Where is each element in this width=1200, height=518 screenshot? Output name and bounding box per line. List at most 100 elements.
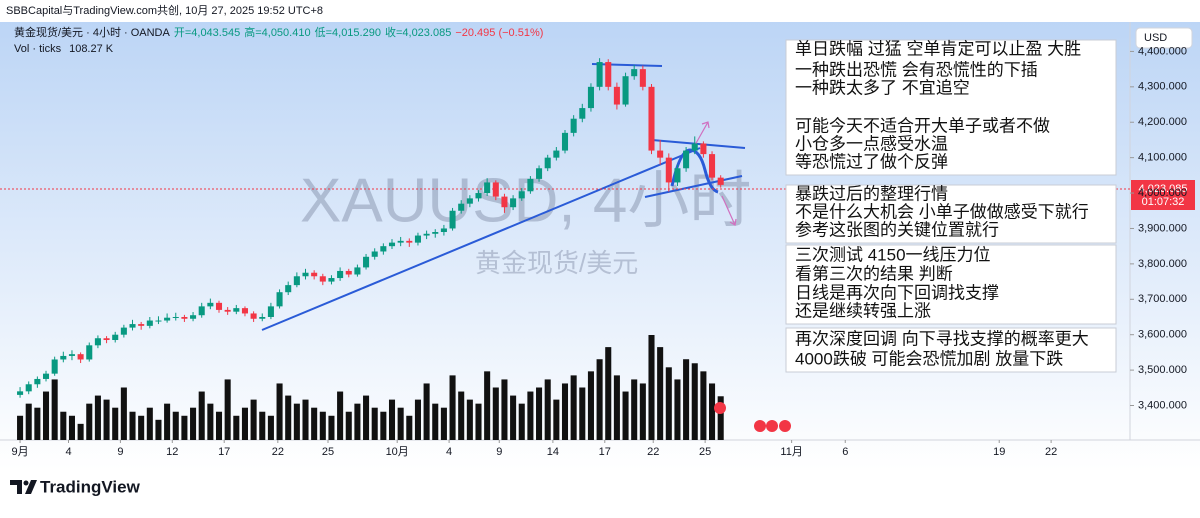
- annotation-box: [785, 327, 1117, 373]
- volume-bar: [311, 407, 318, 440]
- candle-body: [380, 246, 387, 252]
- y-tick-label: 3,400.000: [1138, 399, 1187, 411]
- volume-bar: [657, 347, 664, 440]
- candle-body: [596, 62, 603, 87]
- x-tick-label: 14: [547, 446, 559, 458]
- candle-body: [34, 378, 41, 385]
- y-tick-label: 3,900.000: [1138, 222, 1187, 234]
- candle-body: [363, 256, 370, 268]
- volume-bar: [371, 407, 378, 440]
- candle-body: [717, 177, 724, 185]
- candle-body: [605, 62, 612, 87]
- candle-body: [190, 315, 197, 319]
- volume-bar: [527, 391, 534, 440]
- x-tick-label: 10月: [386, 446, 409, 458]
- candle-body: [319, 276, 326, 282]
- candle-body: [120, 327, 127, 335]
- candle-body: [345, 270, 352, 275]
- candle-body: [648, 86, 655, 151]
- annotation-text: 小仓多一点感受水温: [795, 134, 948, 153]
- volume-bar: [146, 407, 153, 440]
- candle-body: [233, 308, 240, 312]
- volume-bar: [259, 411, 266, 440]
- volume-bar: [510, 395, 517, 440]
- top-line: [591, 63, 663, 67]
- candle-body: [665, 157, 672, 183]
- volume-bar: [553, 399, 560, 440]
- annotation-text: 日线是再次向下回调找支撑: [795, 283, 999, 302]
- volume-bar: [34, 407, 41, 440]
- candle-body: [146, 320, 153, 326]
- annotation-text: 再次深度回调 向下寻找支撑的概率更大: [795, 329, 1089, 348]
- annotation-text: 单日跌幅 过猛 空单肯定可以止盈 大胜: [795, 39, 1081, 58]
- volume-bar: [648, 335, 655, 440]
- volume-bar: [345, 411, 352, 440]
- volume-bar: [449, 375, 456, 440]
- candle-body: [397, 240, 404, 243]
- candle-body: [241, 308, 248, 314]
- x-tick-label: 6: [842, 446, 848, 458]
- candle-body: [215, 302, 223, 310]
- candle-body: [683, 150, 690, 169]
- annotation-text: 还是继续转强上涨: [795, 301, 931, 320]
- candle-body: [86, 345, 93, 360]
- volume-bar: [570, 375, 577, 440]
- annotation-box: [785, 184, 1117, 244]
- volume-bar: [103, 399, 110, 440]
- candle-body: [553, 150, 560, 158]
- x-tick-label: 25: [699, 446, 711, 458]
- volume-bar: [622, 391, 629, 440]
- volume-bar: [302, 399, 309, 440]
- candle-body: [172, 316, 179, 318]
- symbol: 黄金现货/美元 · 4小时 · OANDA 开=4,043.545 高=4,050.…: [14, 25, 543, 39]
- volume-bar: [440, 407, 447, 440]
- volume-bar: [717, 396, 724, 440]
- volume-bar: [164, 403, 171, 440]
- candle-body: [164, 317, 171, 321]
- candle-body: [42, 373, 50, 379]
- currency-box[interactable]: [1135, 27, 1193, 49]
- candle-body: [354, 267, 361, 275]
- candle-body: [207, 302, 214, 307]
- volume-bar: [337, 391, 344, 440]
- price-tag: [1131, 180, 1195, 210]
- candle-body: [328, 278, 335, 282]
- x-tick-label: 22: [647, 446, 659, 458]
- candle-body: [181, 316, 188, 319]
- volume-bar: [60, 411, 67, 440]
- candle-body: [501, 196, 508, 208]
- triangle-upper: [651, 139, 746, 149]
- volume-bar: [406, 415, 413, 440]
- x-tick-label: 9月: [12, 446, 29, 458]
- candle-body: [293, 276, 300, 286]
- x-tick-label: 17: [599, 446, 611, 458]
- volume-bar: [423, 383, 430, 440]
- candle-body: [103, 338, 110, 341]
- candle-body: [518, 191, 525, 199]
- volume-bar: [587, 371, 594, 440]
- candle-body: [492, 182, 499, 197]
- volume-bar: [380, 411, 387, 440]
- volume-bar: [683, 359, 690, 440]
- open: 开=4,043.545: [174, 27, 240, 39]
- volume-bar: [120, 387, 127, 440]
- change: −20.495 (−0.51%): [455, 27, 543, 39]
- volume-bar: [241, 407, 248, 440]
- volume-bar: [68, 415, 75, 440]
- candle-body: [423, 233, 430, 236]
- volume-bar: [181, 415, 188, 440]
- volume-bar: [138, 415, 145, 440]
- volume-bar: [492, 387, 499, 440]
- currency: USD: [1144, 32, 1167, 44]
- candle-body: [536, 168, 543, 179]
- volume-bar: [267, 415, 274, 440]
- volume-bar: [665, 367, 672, 440]
- y-tick-label: 4,300.000: [1138, 81, 1187, 93]
- arrow-down: [721, 195, 737, 226]
- x-tick-label: 22: [1045, 446, 1057, 458]
- candle-body: [639, 69, 646, 87]
- volume-bar: [354, 403, 361, 440]
- annotation-text: 4000跌破 可能会恐慌加剧 放量下跌: [795, 349, 1063, 368]
- candle-body: [276, 292, 283, 307]
